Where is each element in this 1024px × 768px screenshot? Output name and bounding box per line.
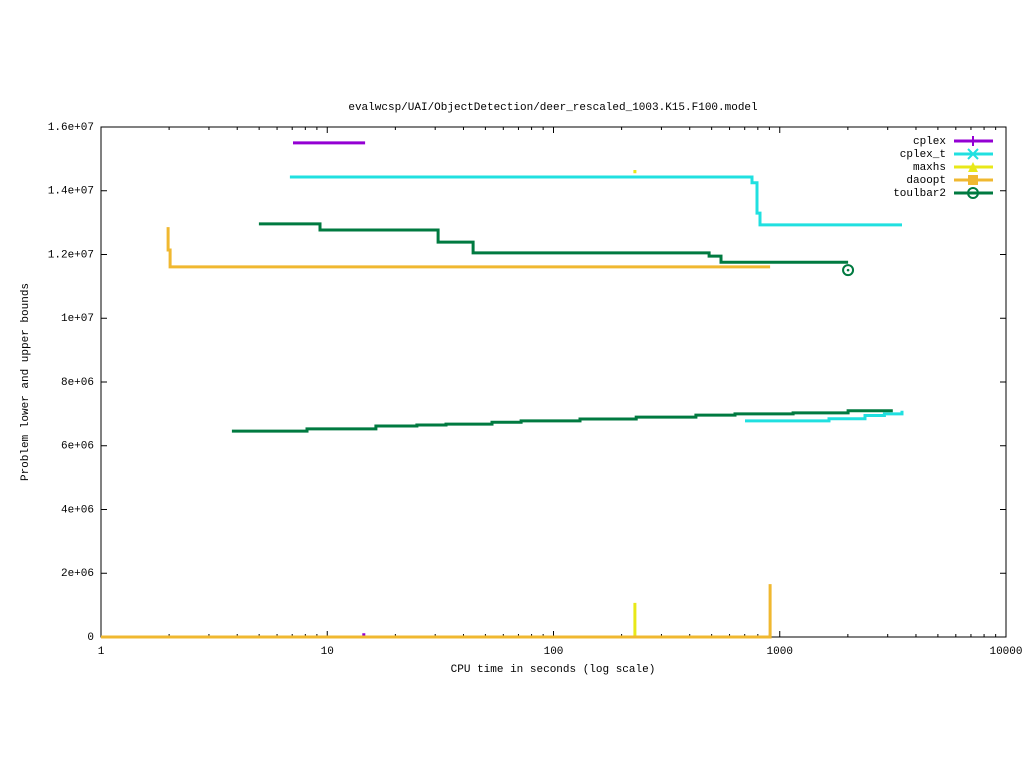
legend-label: daoopt xyxy=(906,175,946,187)
y-tick-label: 2e+06 xyxy=(61,568,94,580)
x-tick-label: 1000 xyxy=(767,646,793,658)
y-tick-label: 1.4e+07 xyxy=(48,186,94,198)
x-tick-label: 100 xyxy=(544,646,564,658)
y-tick-label: 4e+06 xyxy=(61,504,94,516)
legend-label: maxhs xyxy=(913,162,946,174)
x-tick-label: 1 xyxy=(98,646,105,658)
y-axis-label: Problem lower and upper bounds xyxy=(20,283,32,481)
series-line xyxy=(231,222,893,433)
series-line xyxy=(293,141,366,637)
marker xyxy=(968,175,978,185)
y-tick-label: 8e+06 xyxy=(61,377,94,389)
legend-label: cplex_t xyxy=(900,149,946,161)
y-tick-label: 1.6e+07 xyxy=(48,122,94,134)
series-line xyxy=(101,227,772,639)
x-axis-label: CPU time in seconds (log scale) xyxy=(451,664,656,676)
marker-dot xyxy=(971,191,975,195)
x-tick-label: 10 xyxy=(321,646,334,658)
marker xyxy=(968,162,978,172)
marker xyxy=(967,187,979,199)
y-tick-label: 1.2e+07 xyxy=(48,249,94,261)
series-line xyxy=(289,175,904,423)
legend-label: cplex xyxy=(913,136,946,148)
marker xyxy=(968,136,978,146)
y-tick-label: 6e+06 xyxy=(61,441,94,453)
marker xyxy=(967,148,979,160)
marker-dot xyxy=(846,268,850,272)
plot-border xyxy=(100,126,1007,638)
chart-title: evalwcsp/UAI/ObjectDetection/deer_rescal… xyxy=(348,102,757,114)
legend-label: toulbar2 xyxy=(893,188,946,200)
marker xyxy=(842,264,855,277)
x-tick-label: 10000 xyxy=(989,646,1022,658)
y-tick-label: 0 xyxy=(87,632,94,644)
y-tick-label: 1e+07 xyxy=(61,313,94,325)
